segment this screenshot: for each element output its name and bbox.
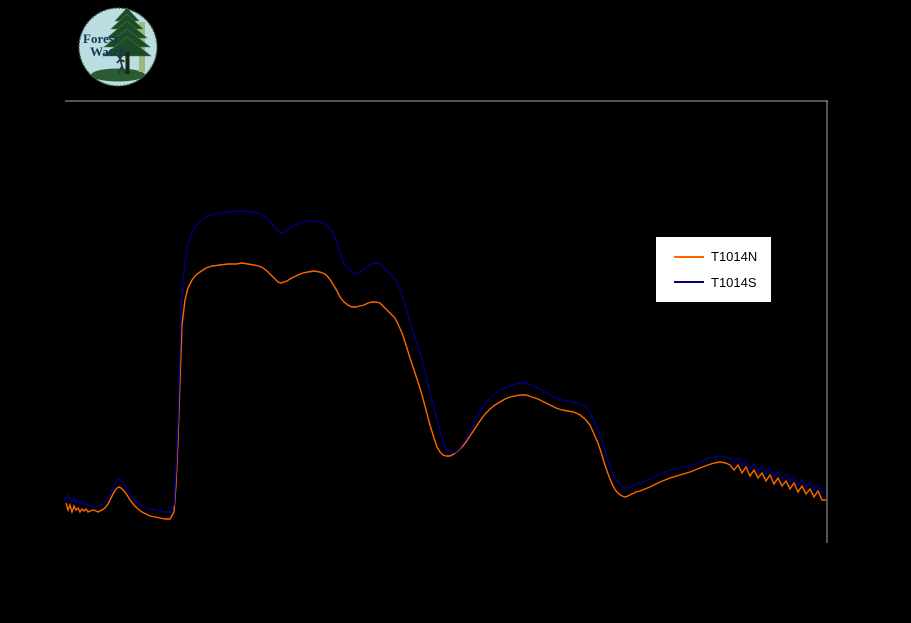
logo-text-watch: Watch <box>90 44 127 59</box>
x-axis-title: Date and Time of Day <box>392 567 519 582</box>
legend-entry-t1014s: T1014S <box>674 275 767 290</box>
logo-trunk <box>125 52 130 74</box>
chart-title-line2: (degrees F) <box>421 43 490 58</box>
legend-line-swatch-navy <box>674 281 704 284</box>
legend-label: T1014S <box>711 274 757 290</box>
logo-ground <box>91 68 145 82</box>
y-axis-title: Temperature (deg F) <box>16 256 32 375</box>
person-icon <box>116 53 126 74</box>
legend-line-swatch-orange <box>674 255 704 258</box>
chart-title-line1: T1014 N and S Thermochron Temperatures, … <box>256 25 655 40</box>
legend-label: T1014N <box>711 249 758 265</box>
logo-text-forest: Forest <box>83 31 119 46</box>
legend-entry-t1014n: T1014N <box>674 249 767 264</box>
forest-watch-logo: Forest Watch <box>78 7 158 87</box>
legend-box: T1014N T1014S <box>655 236 772 303</box>
series-line-T1014N <box>65 262 826 520</box>
chart-title: T1014 N and S Thermochron Temperatures, … <box>0 24 911 60</box>
series-line-T1014S <box>63 210 827 513</box>
